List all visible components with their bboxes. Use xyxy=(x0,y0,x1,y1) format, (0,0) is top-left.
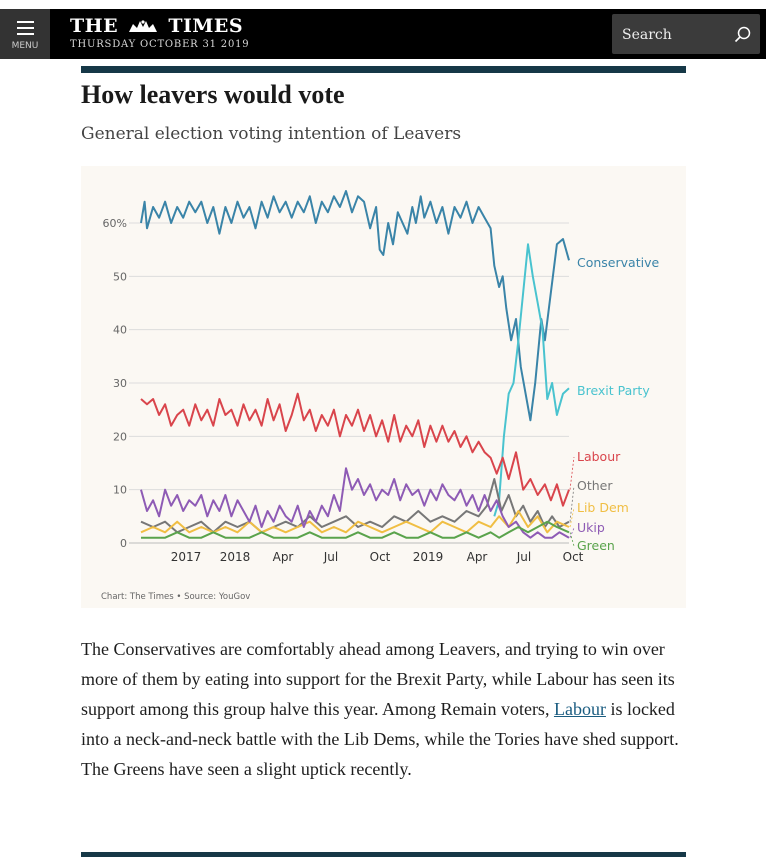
series-line-green xyxy=(141,520,570,539)
x-tick-label: 2018 xyxy=(220,550,251,564)
chart-subheadline: General election voting intention of Lea… xyxy=(81,124,462,144)
y-tick-label: 30 xyxy=(113,377,127,390)
series-line-conservative xyxy=(140,190,570,422)
top-navigation-bar: MENU THE TIMES THURSDAY OCTOBER 31 2019 xyxy=(0,9,766,59)
edition-date: THURSDAY OCTOBER 31 2019 xyxy=(70,39,250,50)
labour-link[interactable]: Labour xyxy=(553,699,606,719)
menu-button[interactable]: MENU xyxy=(0,9,50,59)
x-tick-label: Jul xyxy=(516,550,531,564)
search-box[interactable] xyxy=(612,14,760,56)
masthead-the: THE xyxy=(70,15,119,37)
series-label-conservative: Conservative xyxy=(577,255,659,270)
x-tick-label: Apr xyxy=(467,550,488,564)
series-label-brexit-party: Brexit Party xyxy=(577,383,650,398)
masthead-times: TIMES xyxy=(168,15,244,37)
y-tick-label: 50 xyxy=(113,270,127,283)
search-input[interactable] xyxy=(620,14,734,56)
article-headline: How leavers would vote xyxy=(81,80,345,109)
series-line-ukip xyxy=(140,467,570,539)
x-tick-label: Oct xyxy=(370,550,391,564)
x-tick-label: Jul xyxy=(323,550,338,564)
x-tick-label: Oct xyxy=(563,550,584,564)
chart-credit: Chart: The Times • Source: YouGov xyxy=(101,592,251,602)
series-label-other: Other xyxy=(577,478,613,493)
hamburger-icon xyxy=(17,21,34,39)
series-label-labour: Labour xyxy=(577,449,621,464)
y-tick-label: 0 xyxy=(120,537,127,550)
masthead-logo[interactable]: THE TIMES THURSDAY OCTOBER 31 2019 xyxy=(70,15,249,50)
series-line-brexit-party xyxy=(493,243,570,517)
leader-line xyxy=(569,456,575,490)
x-tick-label: Apr xyxy=(273,550,294,564)
article-paragraph: The Conservatives are comfortably ahead … xyxy=(81,634,686,784)
search-icon[interactable] xyxy=(734,26,752,44)
y-tick-label: 40 xyxy=(113,324,127,337)
y-tick-label: 60% xyxy=(103,217,127,230)
paragraph-text-end: is locked into a neck-and-neck battle wi… xyxy=(81,699,679,779)
leader-line xyxy=(569,527,575,538)
royal-crest-icon xyxy=(129,20,158,32)
y-tick-label: 20 xyxy=(113,430,127,443)
x-tick-label: 2017 xyxy=(171,550,202,564)
menu-label: MENU xyxy=(11,41,39,51)
series-label-lib-dem: Lib Dem xyxy=(577,500,629,515)
series-label-ukip: Ukip xyxy=(577,520,605,535)
bottom-divider xyxy=(81,852,686,857)
voting-intention-chart: 0 10 20 30 40 50 60% 2017 2018 Apr Jul Oct 2019 Apr Ju… xyxy=(103,190,659,564)
x-tick-label: 2019 xyxy=(413,550,444,564)
leader-line xyxy=(569,532,575,547)
paragraph-text-start: The Conservatives are comfortably ahead … xyxy=(81,639,675,719)
leader-line xyxy=(569,507,575,528)
leader-line xyxy=(569,485,575,522)
top-divider xyxy=(81,66,686,73)
series-label-green: Green xyxy=(577,538,615,553)
y-tick-label: 10 xyxy=(113,484,127,497)
chart-panel: 0 10 20 30 40 50 60% 2017 2018 Apr Jul Oct 2019 Apr Ju… xyxy=(81,166,686,608)
series-line-labour xyxy=(140,392,570,507)
